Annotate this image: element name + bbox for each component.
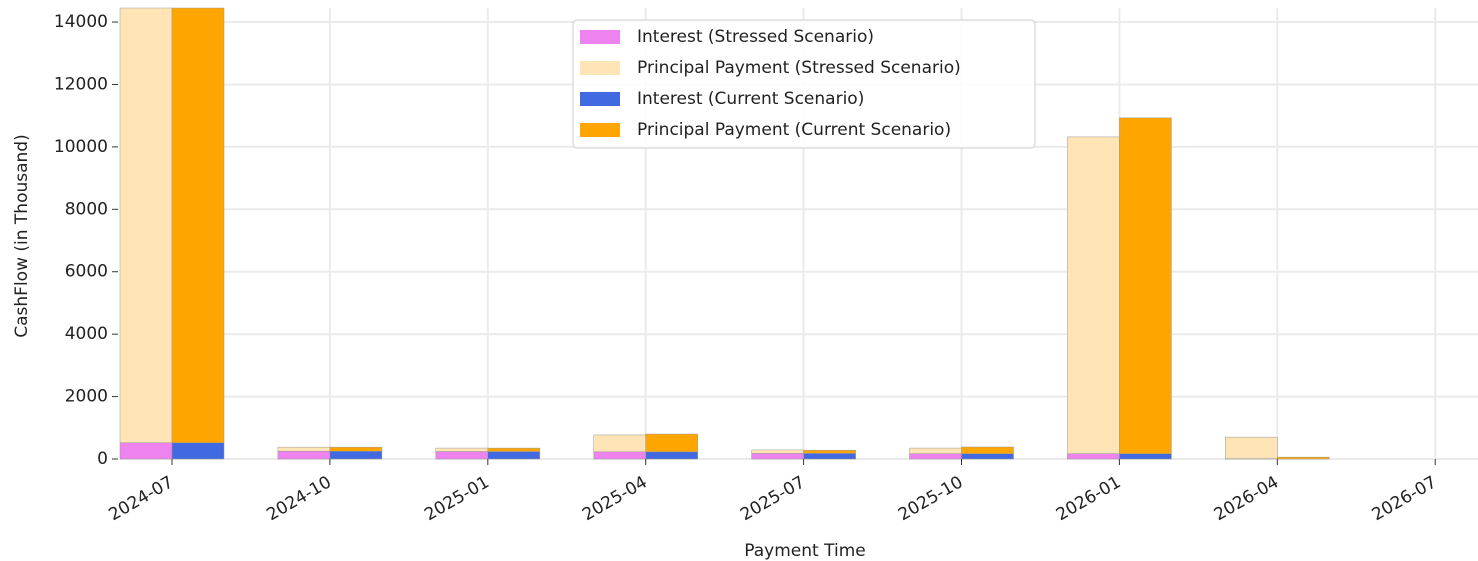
bar [593,434,646,453]
bar [329,446,383,452]
bar [277,446,331,452]
bar [961,453,1014,460]
legend-swatch [580,30,620,44]
bar [1119,117,1172,454]
y-axis-label: CashFlow (in Thousand) [12,134,32,337]
legend-box [572,19,1036,149]
y-tick-label: 4000 [65,324,108,344]
bar [277,450,331,460]
legend-swatch [580,61,620,75]
legend-label: Principal Payment (Stressed Scenario) [637,58,961,78]
bar [435,451,489,460]
bar [593,451,646,460]
bar [119,7,173,444]
y-tick-label: 6000 [65,262,108,282]
legend-label: Interest (Current Scenario) [637,89,864,109]
bar [645,433,698,453]
bar [803,450,856,454]
x-tick-label: 2024-07 [105,472,177,525]
legend-swatch [580,123,620,137]
bar [329,450,383,460]
bar [119,442,173,460]
bar [751,453,804,460]
y-tick-label: 8000 [65,199,108,219]
x-tick-label: 2026-04 [1211,472,1283,525]
bar [1067,453,1120,460]
legend-label: Interest (Stressed Scenario) [637,27,874,47]
bar [1119,453,1172,460]
x-tick-label: 2026-01 [1053,472,1125,525]
y-tick-label: 2000 [65,387,108,407]
bar [1225,436,1278,459]
bar [645,451,698,460]
bar [487,451,541,460]
bar [435,447,489,452]
legend: Interest (Stressed Scenario) Principal Pa… [572,19,1036,149]
legend-swatch [580,92,620,106]
bar [171,442,225,460]
bar [909,453,962,460]
x-tick-label: 2025-04 [579,472,651,525]
x-tick-label: 2024-10 [263,472,335,525]
bar [961,446,1014,454]
bars [119,7,1330,460]
x-tick-label: 2025-07 [737,472,809,525]
y-tick-label: 0 [97,449,108,469]
bar [487,447,541,452]
x-axis-label: Payment Time [744,541,865,561]
y-tick-label: 14000 [54,12,108,32]
bar [751,449,804,454]
x-tick-label: 2026-07 [1369,472,1441,525]
bar [171,7,225,444]
bar [1067,136,1120,454]
x-tick-label: 2025-01 [421,472,493,525]
legend-label: Principal Payment (Current Scenario) [637,120,951,140]
bar [1277,456,1330,460]
y-tick-label: 12000 [54,74,108,94]
x-tick-label: 2025-10 [895,472,967,525]
bar [803,453,856,460]
bar [909,447,962,454]
y-tick-label: 10000 [54,137,108,157]
